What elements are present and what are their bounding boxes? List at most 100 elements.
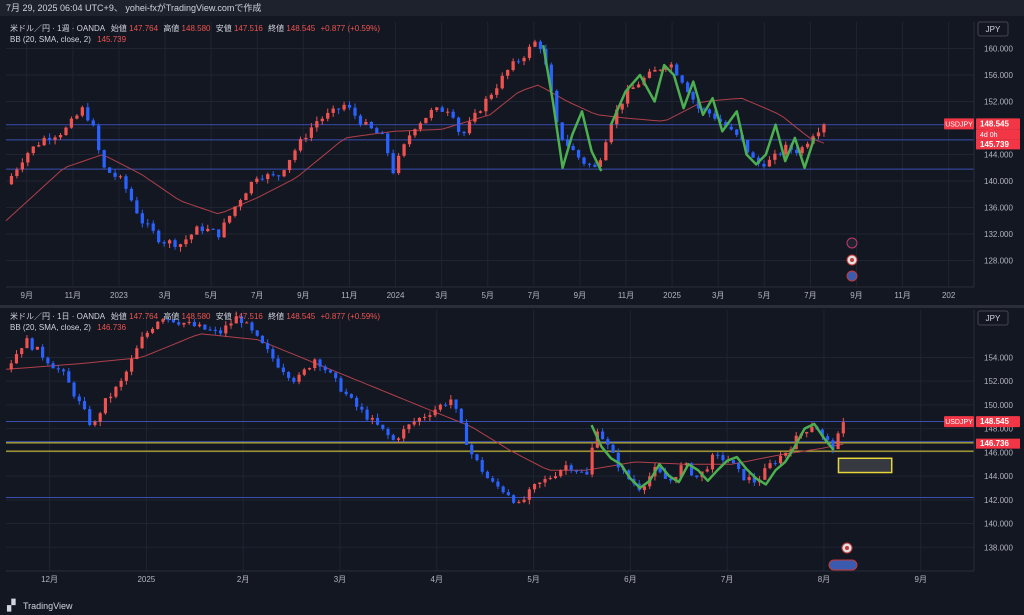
candle-body[interactable]: [198, 324, 202, 327]
candle-body[interactable]: [685, 82, 690, 93]
candle-body[interactable]: [522, 57, 526, 62]
bottom-time-axis[interactable]: 12月 2025 2月 3月 4月 5月 6月 7月 8月 9月: [6, 570, 974, 584]
candle-body[interactable]: [631, 87, 635, 89]
candle-body[interactable]: [313, 359, 317, 369]
top-time-axis[interactable]: 9月 11月 2023 3月 5月 7月 9月 11月 2024 3月 5月 7月 9月 11月 2025 3…: [6, 286, 974, 300]
candle-body[interactable]: [75, 115, 79, 119]
candle-body[interactable]: [593, 164, 597, 167]
candle-body[interactable]: [35, 346, 39, 350]
candle-body[interactable]: [177, 322, 181, 325]
candle-body[interactable]: [705, 469, 709, 472]
candle-body[interactable]: [146, 223, 150, 225]
candle-body[interactable]: [527, 489, 531, 500]
target-zone-box[interactable]: [837, 457, 893, 474]
candle-body[interactable]: [752, 477, 756, 483]
candle-body[interactable]: [816, 132, 821, 137]
candle-body[interactable]: [751, 152, 755, 158]
candle-body[interactable]: [9, 175, 14, 185]
candle-body[interactable]: [707, 109, 712, 114]
candle-body[interactable]: [778, 153, 782, 155]
candle-body[interactable]: [281, 367, 285, 373]
candle-body[interactable]: [217, 229, 221, 238]
candle-body[interactable]: [473, 112, 477, 122]
candle-body[interactable]: [328, 370, 333, 373]
candle-body[interactable]: [358, 115, 363, 125]
candle-body[interactable]: [386, 428, 390, 436]
candle-body[interactable]: [489, 94, 493, 99]
candle-body[interactable]: [326, 112, 330, 119]
tradingview-brand[interactable]: TradingView: [23, 601, 73, 611]
candle-body[interactable]: [309, 127, 314, 138]
us-flag-group-icon[interactable]: [828, 559, 858, 571]
candle-body[interactable]: [571, 146, 575, 151]
candle-body[interactable]: [135, 348, 139, 359]
candle-body[interactable]: [679, 465, 683, 478]
candle-body[interactable]: [626, 88, 630, 104]
candle-body[interactable]: [773, 153, 777, 160]
candle-body[interactable]: [342, 104, 346, 110]
flash-icon[interactable]: [846, 237, 858, 249]
candle-body[interactable]: [721, 455, 725, 461]
candle-body[interactable]: [478, 111, 483, 113]
candle-body[interactable]: [768, 463, 772, 469]
candle-body[interactable]: [555, 90, 559, 123]
candle-body[interactable]: [391, 153, 395, 174]
candle-body[interactable]: [337, 108, 341, 110]
candle-body[interactable]: [130, 358, 134, 372]
candle-body[interactable]: [222, 222, 226, 238]
candle-body[interactable]: [784, 452, 788, 456]
candle-body[interactable]: [271, 349, 275, 359]
candle-body[interactable]: [203, 324, 207, 330]
candle-body[interactable]: [731, 460, 735, 464]
candle-body[interactable]: [438, 404, 442, 410]
candle-body[interactable]: [585, 471, 589, 475]
candle-body[interactable]: [47, 137, 52, 140]
candle-body[interactable]: [304, 137, 308, 140]
candle-body[interactable]: [166, 319, 170, 321]
candle-body[interactable]: [302, 369, 306, 375]
candle-body[interactable]: [287, 159, 292, 171]
candle-body[interactable]: [156, 321, 160, 329]
candle-body[interactable]: [103, 398, 108, 414]
candle-body[interactable]: [446, 111, 450, 113]
candle-body[interactable]: [266, 343, 270, 350]
candle-body[interactable]: [184, 239, 188, 245]
candle-body[interactable]: [61, 369, 66, 372]
candle-body[interactable]: [559, 470, 563, 477]
panel-separator[interactable]: [0, 305, 1024, 308]
candle-body[interactable]: [380, 133, 384, 135]
candle-body[interactable]: [533, 41, 537, 47]
candle-body[interactable]: [440, 107, 444, 112]
candle-body[interactable]: [620, 103, 624, 110]
candle-body[interactable]: [276, 358, 280, 368]
candle-body[interactable]: [396, 155, 401, 174]
candle-body[interactable]: [675, 64, 679, 76]
candle-body[interactable]: [107, 167, 112, 173]
candle-body[interactable]: [20, 162, 24, 170]
candle-body[interactable]: [145, 332, 149, 337]
candle-body[interactable]: [381, 424, 385, 429]
candle-body[interactable]: [88, 409, 92, 425]
candle-body[interactable]: [277, 175, 281, 177]
candle-body[interactable]: [822, 124, 826, 133]
candle-body[interactable]: [480, 460, 484, 472]
candle-body[interactable]: [615, 109, 619, 125]
candle-body[interactable]: [323, 366, 327, 371]
candle-body[interactable]: [454, 399, 458, 409]
candle-body[interactable]: [245, 322, 249, 324]
candle-body[interactable]: [347, 104, 352, 108]
candle-body[interactable]: [161, 319, 165, 322]
candle-body[interactable]: [795, 149, 799, 154]
candle-body[interactable]: [653, 70, 657, 72]
candle-body[interactable]: [396, 438, 401, 440]
candle-body[interactable]: [118, 176, 123, 178]
candle-body[interactable]: [162, 242, 166, 244]
candle-body[interactable]: [423, 416, 427, 418]
candle-body[interactable]: [747, 477, 751, 481]
candle-body[interactable]: [331, 108, 335, 113]
candle-body[interactable]: [151, 223, 155, 231]
top-panel[interactable]: 128.000132.000136.000140.000144.000148.0…: [5, 21, 1020, 300]
candle-body[interactable]: [501, 486, 505, 493]
candle-body[interactable]: [680, 75, 684, 83]
candle-body[interactable]: [91, 120, 95, 126]
